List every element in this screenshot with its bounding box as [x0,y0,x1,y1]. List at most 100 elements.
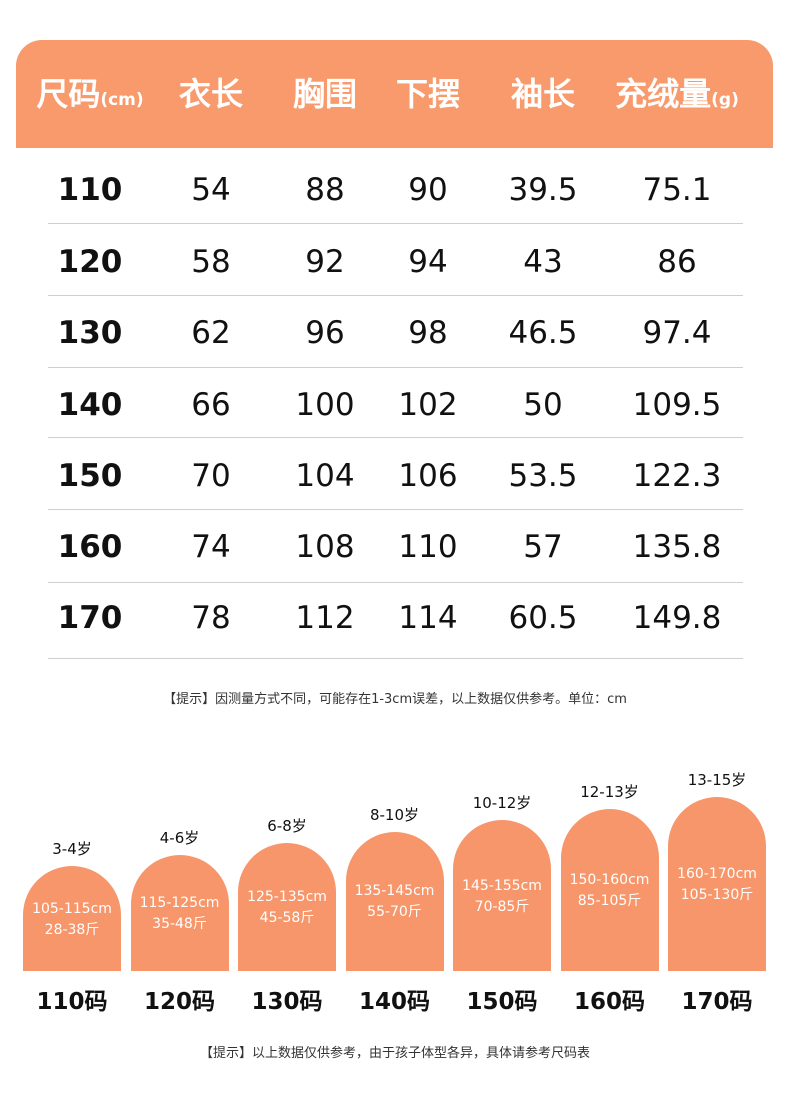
height-range: 115-125cm [139,894,220,911]
table-cell: 104 [295,458,355,494]
age-label: 8-10岁 [369,805,420,824]
table-cell: 160 [57,529,123,565]
table-cell: 170 [57,600,123,636]
size-label: 110码 [36,989,108,1015]
table-cell: 149.8 [632,600,722,636]
table-cell: 66 [191,387,231,423]
height-range: 150-160cm [569,871,650,888]
table-cell: 90 [408,172,448,208]
table-cell: 96 [305,315,345,351]
table-cell: 78 [191,600,231,636]
table-cell: 122.3 [632,458,722,494]
header-cell: 胸围 [293,40,357,148]
height-range: 135-145cm [354,883,435,900]
weight-range: 70-85斤 [474,898,530,915]
size-label: 170码 [681,989,753,1015]
table-cell: 110 [398,529,458,565]
header-cell: 下摆 [396,40,460,148]
size-label: 150码 [466,989,538,1015]
table-cell: 102 [398,387,458,423]
table-cell: 92 [305,244,345,280]
card-note: 【提示】以上数据仅供参考，由于孩子体型各异，具体请参考尺码表 [199,1046,590,1061]
header-cell: 袖长 [511,40,575,148]
age-label: 12-13岁 [580,782,639,801]
card-text: 115-125cm 35-48斤 [131,893,229,935]
table-cell: 150 [57,458,123,494]
table-cell: 94 [408,244,448,280]
table-cell: 130 [57,315,123,351]
size-label: 120码 [143,989,215,1015]
age-label: 4-6岁 [159,828,200,847]
table-cell: 57 [523,529,563,565]
header-unit: (g) [711,90,739,110]
table-cell: 86 [657,244,697,280]
header-text: 尺码 [36,75,101,113]
card-text: 135-145cm 55-70斤 [346,881,444,923]
row-divider [48,437,743,438]
header-text: 袖长 [510,75,576,113]
table-cell: 98 [408,315,448,351]
table-cell: 50 [523,387,563,423]
table-cell: 74 [191,529,231,565]
header-bar [16,40,773,148]
row-divider [48,582,743,583]
row-divider [48,658,743,659]
row-divider [48,223,743,224]
card-text: 105-115cm 28-38斤 [23,899,121,941]
row-divider [48,509,743,510]
header-unit: (cm) [100,90,144,110]
height-range: 105-115cm [32,900,112,917]
height-range: 145-155cm [462,877,542,894]
header-text: 衣长 [178,75,244,113]
weight-range: 45-58斤 [259,910,315,926]
table-cell: 106 [398,458,458,494]
size-card: 115-125cm 35-48斤 [130,854,229,971]
table-cell: 109.5 [632,387,722,423]
table-cell: 54 [191,172,231,208]
table-cell: 39.5 [508,172,578,208]
card-text: 145-155cm 70-85斤 [453,876,551,918]
size-card: 150-160cm 85-105斤 [560,808,659,971]
table-cell: 114 [398,600,458,636]
table-cell: 62 [191,315,231,351]
table-cell: 135.8 [632,529,722,565]
size-card: 125-135cm 45-58斤 [238,843,336,971]
weight-range: 28-38斤 [44,921,100,938]
table-cell: 43 [523,244,563,280]
card-text: 125-135cm 45-58斤 [238,887,336,929]
table-cell: 100 [295,387,355,423]
table-note: 【提示】因测量方式不同，可能存在1-3cm误差，以上数据仅供参考。单位：cm [163,692,627,707]
age-label: 3-4岁 [52,840,92,858]
table-cell: 97.4 [642,315,712,351]
weight-range: 55-70斤 [367,904,422,921]
header-text: 充绒量 [615,75,712,113]
table-cell: 75.1 [642,172,712,208]
age-label: 6-8岁 [267,817,307,835]
age-label: 10-12岁 [472,794,532,812]
table-cell: 58 [191,244,231,280]
table-cell: 70 [191,458,231,494]
weight-range: 35-48斤 [152,915,207,932]
size-card: 145-155cm 70-85斤 [453,820,551,971]
table-cell: 120 [57,244,123,280]
card-text: 160-170cm 105-130斤 [668,864,766,906]
weight-range: 85-105斤 [577,892,642,909]
header-text: 下摆 [395,75,461,113]
row-divider [48,295,743,296]
weight-range: 105-130斤 [680,887,754,903]
size-card: 135-145cm 55-70斤 [345,831,444,971]
header-cell: 衣长 [179,40,243,148]
height-range: 125-135cm [247,889,327,905]
size-label: 160码 [573,989,645,1015]
table-cell: 88 [305,172,345,208]
table-cell: 53.5 [508,458,578,494]
table-cell: 60.5 [508,600,578,636]
table-cell: 108 [295,529,355,565]
table-cell: 140 [57,387,123,423]
row-divider [48,367,743,368]
size-label: 130码 [251,989,323,1015]
age-label: 13-15岁 [687,771,747,789]
header-text: 胸围 [292,75,358,113]
header-cell: 充绒量(g) [615,40,739,148]
